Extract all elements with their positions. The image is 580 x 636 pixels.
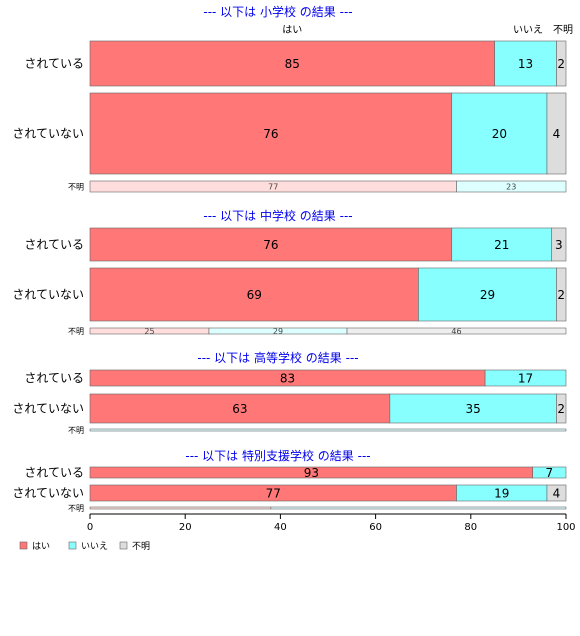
- bar-segment: [494, 40, 557, 87]
- x-tick-label: 60: [369, 522, 382, 533]
- bar-value-label: 17: [518, 372, 533, 386]
- legend-swatch: [119, 541, 128, 550]
- bar-value-label: 63: [232, 402, 247, 416]
- legend-swatch: [68, 541, 77, 550]
- x-tick-label: 40: [274, 522, 287, 533]
- column-header-no: いいえ: [513, 24, 543, 36]
- bar-value-label: 7: [546, 466, 554, 480]
- bar-value-label: 2: [557, 288, 565, 302]
- bar-segment: [89, 428, 567, 432]
- column-header-unknown: 不明: [553, 24, 573, 36]
- column-header-yes: はい: [282, 24, 302, 36]
- panel-title: --- 以下は 小学校 の結果 ---: [203, 4, 352, 19]
- row-label: されている: [24, 466, 84, 480]
- bar-value-label: 3: [555, 238, 563, 252]
- bar-value-label: 19: [494, 487, 509, 501]
- legend-swatch: [19, 541, 28, 550]
- bar-value-label: 20: [492, 127, 507, 141]
- bar-value-label: 93: [304, 466, 319, 480]
- bar-segment: [551, 227, 567, 262]
- row-label: されている: [24, 57, 84, 71]
- row-label: 不明: [68, 504, 84, 513]
- row-label: 不明: [68, 183, 84, 192]
- bar-segment: [451, 227, 553, 262]
- bar-segment: [451, 92, 548, 175]
- row-label: されている: [24, 238, 84, 252]
- row-label: されていない: [12, 486, 84, 500]
- bar-segment: [532, 466, 567, 479]
- bar-segment: [546, 484, 567, 502]
- row-label: 不明: [68, 426, 84, 435]
- bar-value-label: 23: [506, 183, 516, 192]
- bar-value-label: 69: [247, 288, 262, 302]
- legend-label: 不明: [132, 541, 150, 552]
- bar-value-label: 2: [557, 57, 565, 71]
- row-label: されていない: [12, 402, 84, 416]
- row-label: 不明: [68, 327, 84, 336]
- panel-title: --- 以下は 中学校 の結果 ---: [203, 208, 352, 223]
- bar-segment: [456, 180, 567, 193]
- bar-value-label: 4: [553, 127, 561, 141]
- bar-segment: [270, 506, 567, 510]
- bar-segment: [89, 267, 419, 322]
- x-tick-label: 0: [87, 522, 93, 533]
- bar-value-label: 29: [273, 327, 283, 336]
- row-label: されている: [24, 371, 84, 385]
- bar-value-label: 46: [451, 327, 461, 336]
- bar-segment: [346, 327, 567, 335]
- bar-segment: [89, 393, 391, 424]
- bar-value-label: 13: [518, 57, 533, 71]
- bar-value-label: 77: [268, 183, 278, 192]
- bar-value-label: 4: [553, 487, 561, 501]
- x-tick-label: 100: [556, 522, 575, 533]
- bar-value-label: 2: [557, 402, 565, 416]
- bar-value-label: 77: [266, 487, 281, 501]
- legend-label: いいえ: [81, 541, 108, 552]
- bar-value-label: 76: [263, 238, 278, 252]
- bar-value-label: 76: [263, 127, 278, 141]
- bar-value-label: 85: [285, 57, 300, 71]
- bar-value-label: 21: [494, 238, 509, 252]
- bar-segment: [556, 40, 567, 87]
- bar-value-label: 35: [466, 402, 481, 416]
- bar-value-label: 29: [480, 288, 495, 302]
- bar-segment: [89, 506, 272, 510]
- bar-segment: [484, 369, 567, 387]
- x-tick-label: 20: [179, 522, 192, 533]
- bar-value-label: 25: [144, 327, 154, 336]
- legend-label: はい: [32, 541, 50, 552]
- bar-value-label: 83: [280, 372, 295, 386]
- bar-segment: [556, 267, 567, 322]
- bar-segment: [389, 393, 557, 424]
- row-label: されていない: [12, 127, 84, 141]
- bar-segment: [556, 393, 567, 424]
- x-tick-label: 80: [464, 522, 477, 533]
- panel-title: --- 以下は 特別支援学校 の結果 ---: [185, 448, 370, 463]
- row-label: されていない: [12, 288, 84, 302]
- bar-segment: [546, 92, 567, 175]
- bar-segment: [89, 40, 495, 87]
- panel-title: --- 以下は 高等学校 の結果 ---: [197, 350, 358, 365]
